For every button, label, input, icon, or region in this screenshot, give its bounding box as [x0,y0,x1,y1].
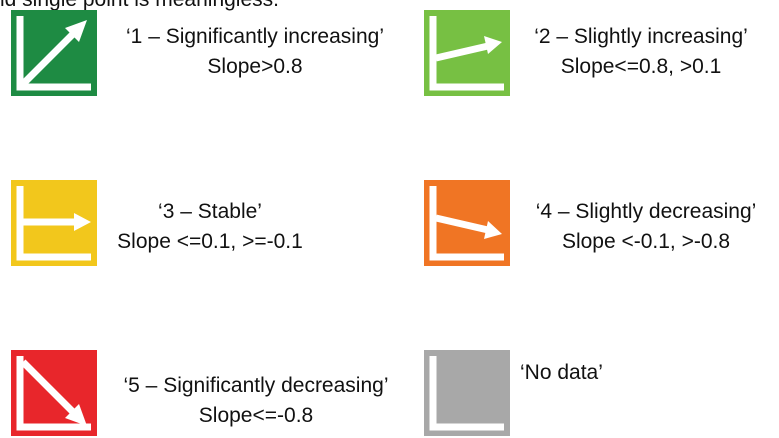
legend-item-6-caption: ‘No data’ [520,358,640,388]
legend-item-4-rule: Slope <-0.1, >-0.8 [561,230,731,253]
legend-item-5-caption: ‘5 – Significantly decreasing’ Slope<=-0… [101,371,411,431]
legend-item-3-label: ‘3 – Stable’ [158,200,262,223]
stable-glyph [11,180,97,266]
significantly-decreasing-icon [11,350,97,436]
header-fragment: ld single point is meaningless. [0,0,279,12]
legend-item-5-rule: Slope<=-0.8 [198,404,314,427]
stable-icon [11,180,97,266]
legend-item-2-rule: Slope<=0.8, >0.1 [560,55,722,78]
legend-item-1-rule: Slope>0.8 [207,55,303,78]
legend-item-2-caption: ‘2 – Slightly increasing’ Slope<=0.8, >0… [511,22,771,82]
legend-item-3-rule: Slope <=0.1, >=-0.1 [117,230,303,253]
legend-item-2-label: ‘2 – Slightly increasing’ [534,25,748,48]
significantly-increasing-glyph [11,10,97,96]
legend-item-1-label: ‘1 – Significantly increasing’ [126,25,384,48]
no-data-glyph [424,350,510,436]
legend-item-4-label: ‘4 – Slightly decreasing’ [535,200,757,223]
slightly-decreasing-glyph [424,180,510,266]
no-data-icon [424,350,510,436]
slightly-increasing-icon [424,10,510,96]
slightly-decreasing-icon [424,180,510,266]
legend-item-5-label: ‘5 – Significantly decreasing’ [123,374,389,397]
legend-item-6-label: ‘No data’ [520,361,603,384]
legend-item-3-caption: ‘3 – Stable’ Slope <=0.1, >=-0.1 [100,197,320,257]
legend-item-4-caption: ‘4 – Slightly decreasing’ Slope <-0.1, >… [513,197,779,257]
slightly-increasing-glyph [424,10,510,96]
significantly-increasing-icon [11,10,97,96]
significantly-decreasing-glyph [11,350,97,436]
legend-item-1-caption: ‘1 – Significantly increasing’ Slope>0.8 [105,22,405,82]
